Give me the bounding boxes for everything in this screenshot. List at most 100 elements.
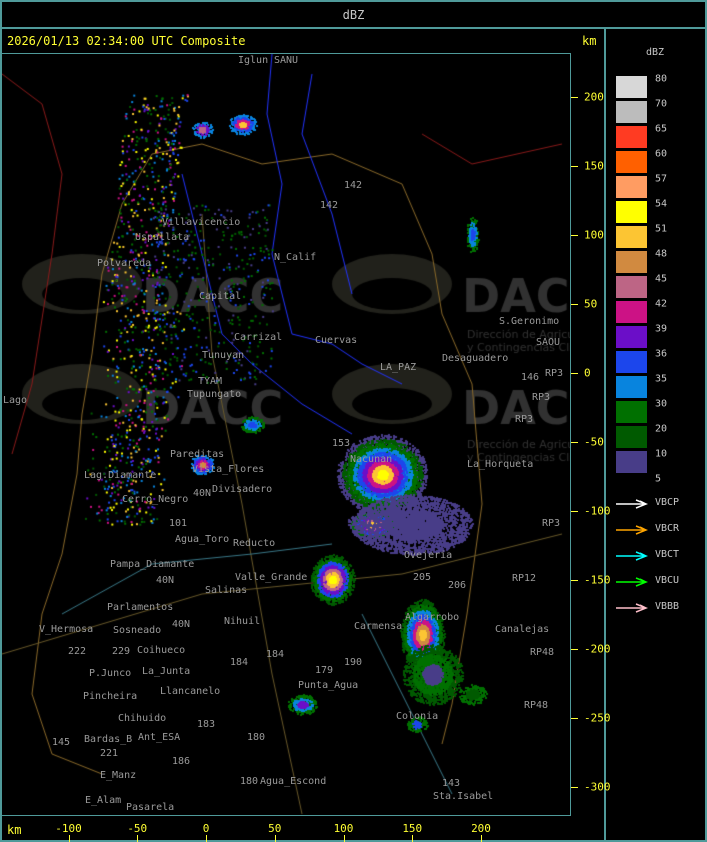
place-label: RP48 <box>524 700 548 712</box>
x-tick-label: 50 <box>268 822 281 835</box>
level-label: 65 <box>655 124 667 135</box>
place-label: 221 <box>100 748 118 760</box>
place-label: Carmensa <box>354 621 402 633</box>
place-label: Parlamentos <box>107 602 173 614</box>
place-label: Colonia <box>396 711 438 723</box>
color-swatch <box>616 126 647 148</box>
place-label: 179 <box>315 665 333 677</box>
place-label: 186 <box>172 756 190 768</box>
y-tick-label: -150 <box>584 574 611 587</box>
y-tick-mark <box>571 511 578 512</box>
level-label: 51 <box>655 224 667 235</box>
place-label: Canalejas <box>495 624 549 636</box>
place-label: 180 <box>240 776 258 788</box>
place-label: TYAM <box>198 376 222 388</box>
place-label: Cerro_Negro <box>122 494 188 506</box>
top-bar: dBZ <box>0 0 707 29</box>
place-label: Sosneado <box>113 625 161 637</box>
place-label: Capital <box>199 291 241 303</box>
place-label: 143 <box>442 778 460 790</box>
radar-arrow-icon <box>616 524 656 536</box>
place-label: Lag.Diamante <box>84 470 156 482</box>
place-label: E_Manz <box>100 770 136 782</box>
place-label: 190 <box>344 657 362 669</box>
place-label: SANU <box>274 55 298 67</box>
place-label: 40N <box>193 488 211 500</box>
place-label: 229 <box>112 646 130 658</box>
place-label: 146 <box>521 372 539 384</box>
place-label: 184 <box>266 649 284 661</box>
y-tick-mark <box>571 166 578 167</box>
place-label: 184 <box>230 657 248 669</box>
radar-name: VBBB <box>655 601 679 612</box>
place-label: Sta.Isabel <box>433 791 493 803</box>
x-tick-mark <box>481 835 482 842</box>
level-label: 70 <box>655 99 667 110</box>
radar-arrow-icon <box>616 576 656 588</box>
level-label: 39 <box>655 324 667 335</box>
y-tick-label: -300 <box>584 781 611 794</box>
place-label: 205 <box>413 572 431 584</box>
y-tick-mark <box>571 787 578 788</box>
color-swatch <box>616 101 647 123</box>
color-swatch <box>616 326 647 348</box>
place-label: Tunuyan <box>202 350 244 362</box>
color-swatch <box>616 401 647 423</box>
y-tick-label: 50 <box>584 298 597 311</box>
place-label: 40N <box>156 575 174 587</box>
color-swatch <box>616 351 647 373</box>
place-label: V_Hermosa <box>39 624 93 636</box>
x-tick-mark <box>69 835 70 842</box>
y-tick-mark <box>571 649 578 650</box>
radar-name: VBCT <box>655 549 679 560</box>
x-tick-label: 0 <box>203 822 210 835</box>
place-label: Valle_Grande <box>235 572 307 584</box>
place-label: P.Junco <box>89 668 131 680</box>
color-swatch <box>616 226 647 248</box>
color-swatch <box>616 251 647 273</box>
x-tick-label: 200 <box>471 822 491 835</box>
place-label: Bardas_B <box>84 734 132 746</box>
place-label: Salinas <box>205 585 247 597</box>
level-label: 60 <box>655 149 667 160</box>
color-swatch <box>616 301 647 323</box>
place-label: Nihuil <box>224 616 260 628</box>
x-tick-mark <box>344 835 345 842</box>
place-label: Tupungato <box>187 389 241 401</box>
place-label: Chihuido <box>118 713 166 725</box>
place-label: 145 <box>52 737 70 749</box>
place-label: Desaguadero <box>442 353 508 365</box>
level-label: 42 <box>655 299 667 310</box>
map-timestamp-title: 2026/01/13 02:34:00 UTC Composite <box>7 34 245 48</box>
place-label: Polvareda <box>97 258 151 270</box>
product-title: dBZ <box>2 8 705 22</box>
place-label: 40N <box>172 619 190 631</box>
place-label: Uspallata <box>135 232 189 244</box>
place-label: Carrizal <box>234 332 282 344</box>
place-label: Villavicencio <box>162 217 240 229</box>
place-label: LA_PAZ <box>380 362 416 374</box>
color-swatch <box>616 151 647 173</box>
place-label: Agua_Toro <box>175 534 229 546</box>
level-label: 54 <box>655 199 667 210</box>
y-axis-unit: km <box>582 34 596 48</box>
radar-name: VBCR <box>655 523 679 534</box>
color-swatch <box>616 451 647 473</box>
legend-title: dBZ <box>646 47 664 58</box>
place-label: La_Horqueta <box>467 459 533 471</box>
place-label: Punta_Agua <box>298 680 358 692</box>
y-tick-label: -50 <box>584 436 604 449</box>
level-label: 20 <box>655 424 667 435</box>
x-tick-mark <box>412 835 413 842</box>
radar-arrow-icon <box>616 602 656 614</box>
x-tick-label: -50 <box>127 822 147 835</box>
place-label: 153 <box>332 438 350 450</box>
y-tick-mark <box>571 718 578 719</box>
place-label: Vista_Flores <box>192 464 264 476</box>
x-tick-mark <box>137 835 138 842</box>
y-tick-mark <box>571 373 578 374</box>
place-label: Lago <box>3 395 27 407</box>
y-tick-label: 150 <box>584 160 604 173</box>
radar-map[interactable]: Iglun SANU Uspallata Polvareda Villavicencio… <box>1 53 571 816</box>
x-tick-mark <box>275 835 276 842</box>
